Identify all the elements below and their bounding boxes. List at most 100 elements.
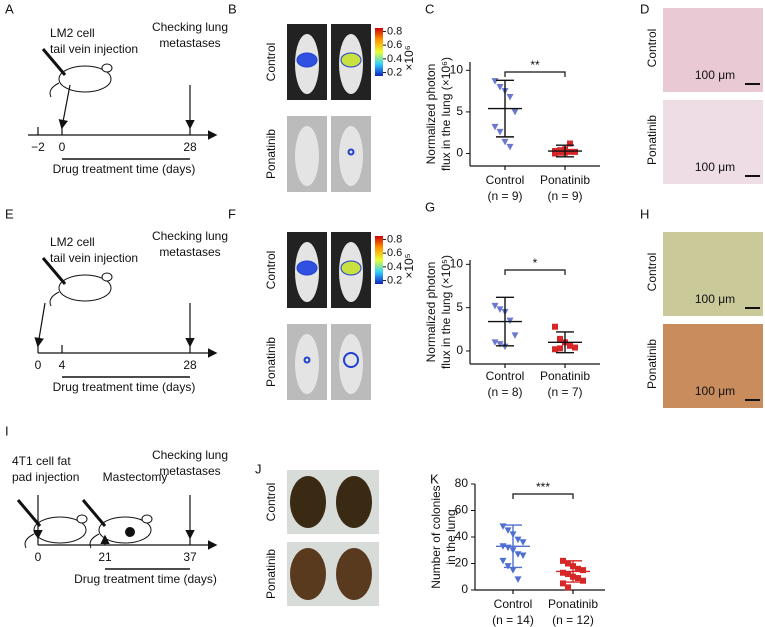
data-point <box>565 571 571 578</box>
data-point <box>491 339 499 346</box>
syringe-icon <box>41 257 67 285</box>
check-label: Checking lung <box>152 448 228 462</box>
colorbar-tick-label: 0.8 <box>387 25 402 37</box>
panel-letter: E <box>5 206 14 221</box>
surgery-label: Mastectomy <box>103 470 168 484</box>
tumor-icon <box>125 527 135 537</box>
y-axis-label: Number of colonies <box>429 485 443 588</box>
x-tick-label: Control <box>494 597 533 611</box>
data-point <box>511 108 519 116</box>
row-label: Control <box>264 43 278 82</box>
significance-label: *** <box>536 480 550 494</box>
x-tick-label: Ponatinib <box>540 369 590 383</box>
arrow <box>34 302 46 348</box>
check-label: Checking lung <box>152 229 228 243</box>
panel-letter: J <box>255 461 262 476</box>
row-label: Ponatinib <box>645 339 659 389</box>
row-label: Control <box>264 483 278 522</box>
lung <box>336 476 372 528</box>
histology-image <box>663 100 763 184</box>
row-label: Ponatinib <box>264 129 278 179</box>
injection-label: pad injection <box>12 470 79 484</box>
injection-label: tail vein injection <box>50 42 138 56</box>
data-point <box>506 93 514 101</box>
significance-label: ** <box>530 58 540 72</box>
x-tick-label: Ponatinib <box>548 597 598 611</box>
check-label: metastases <box>159 464 220 478</box>
data-point <box>560 557 566 564</box>
lung <box>290 476 326 528</box>
data-point <box>514 576 522 583</box>
y-tick-label: 0 <box>456 146 463 160</box>
injection-label: tail vein injection <box>50 251 138 265</box>
row-label: Control <box>645 253 659 292</box>
syringe-icon <box>41 48 67 76</box>
scale-bar-label: 100 μm <box>695 68 735 82</box>
panel-letter: G <box>425 199 435 214</box>
arrow <box>58 84 71 130</box>
n-label: (n = 8) <box>487 385 522 399</box>
data-point <box>580 567 586 574</box>
y-axis-label: flux in the lung (×10⁵) <box>439 255 453 369</box>
colorbar-tick-label: 0.8 <box>387 233 402 245</box>
time-tick-label: 0 <box>35 358 42 372</box>
injection-label: LM2 cell <box>50 26 95 40</box>
panel-letter: F <box>228 206 236 221</box>
histology-image <box>663 8 763 92</box>
data-point <box>496 128 504 136</box>
data-point <box>496 306 504 313</box>
error-bar <box>564 560 582 583</box>
time-axis-label: Drug treatment time (days) <box>53 162 196 176</box>
data-point <box>504 527 512 534</box>
significance-label: * <box>533 256 538 270</box>
mouse-icon <box>49 291 60 307</box>
mouse-icon <box>24 533 35 549</box>
time-axis-label: Drug treatment time (days) <box>53 380 196 394</box>
data-point <box>567 148 573 155</box>
data-point <box>565 560 571 567</box>
n-label: (n = 12) <box>552 613 594 627</box>
check-label: metastases <box>159 245 220 259</box>
syringe-icon <box>81 499 107 527</box>
panel-letter: D <box>640 1 649 16</box>
mouse-icon <box>141 514 153 524</box>
row-label: Ponatinib <box>264 337 278 387</box>
row-label: Ponatinib <box>264 549 278 599</box>
time-tick-label: −2 <box>31 140 45 154</box>
error-bar <box>496 296 514 347</box>
mouse-body <box>295 334 319 394</box>
time-tick-label: 21 <box>98 550 112 564</box>
injection-label: 4T1 cell fat <box>12 454 71 468</box>
y-axis-label: flux in the lung (×10⁶) <box>439 57 453 171</box>
panel-letter: K <box>430 471 439 486</box>
colorbar <box>375 28 383 76</box>
data-point <box>575 565 581 572</box>
signal <box>343 352 359 368</box>
mouse-icon <box>101 63 113 73</box>
significance-bracket <box>504 71 566 77</box>
y-tick-label: 5 <box>456 104 463 118</box>
data-point <box>519 539 527 546</box>
mouse-icon <box>98 516 152 544</box>
mouse-icon <box>76 514 88 524</box>
x-tick-label: Control <box>486 173 525 187</box>
y-tick-label: 10 <box>450 62 464 76</box>
data-point <box>514 536 522 544</box>
error-bar <box>556 144 574 158</box>
error-bar <box>496 79 514 138</box>
colorbar-unit: ×10⁶ <box>402 45 416 70</box>
row-label: Control <box>645 29 659 68</box>
n-label: (n = 14) <box>492 613 534 627</box>
mouse-icon <box>89 533 100 549</box>
mouse-body <box>339 126 363 186</box>
colorbar-tick-label: 0.6 <box>387 39 402 51</box>
row-label: Ponatinib <box>645 115 659 165</box>
y-tick-label: 5 <box>456 300 463 314</box>
signal <box>340 52 362 68</box>
data-point <box>499 557 507 565</box>
x-tick-label: Control <box>486 369 525 383</box>
data-point <box>560 580 566 587</box>
y-tick-label: 40 <box>455 529 469 543</box>
time-tick-label: 0 <box>59 140 66 154</box>
mouse-icon <box>49 82 60 98</box>
